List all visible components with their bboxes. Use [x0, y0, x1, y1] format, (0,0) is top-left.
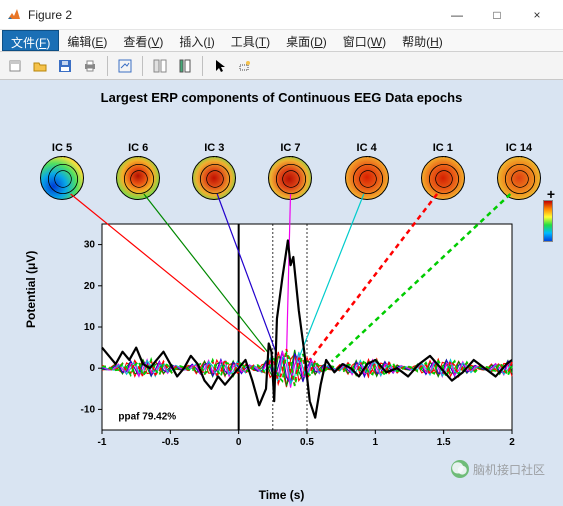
- svg-text:10: 10: [84, 322, 96, 333]
- svg-text:2: 2: [509, 437, 515, 448]
- watermark: 脑机接口社区: [451, 460, 545, 478]
- matlab-icon: [6, 7, 22, 23]
- ic-item: IC 1: [415, 142, 471, 200]
- svg-text:0: 0: [89, 363, 95, 374]
- svg-text:20: 20: [84, 281, 96, 292]
- ic-label: IC 5: [34, 142, 90, 154]
- svg-text:-1: -1: [98, 437, 107, 448]
- ic-label: IC 3: [186, 142, 242, 154]
- close-button[interactable]: ×: [517, 1, 557, 29]
- toolbar-separator: [107, 56, 108, 76]
- menu-item[interactable]: 工具(T): [223, 30, 278, 51]
- titlebar: Figure 2 — □ ×: [0, 0, 563, 30]
- plot-title: Largest ERP components of Continuous EEG…: [0, 80, 563, 105]
- wechat-icon: [451, 460, 469, 478]
- topomap: [116, 156, 160, 200]
- topomap: [421, 156, 465, 200]
- ic-label: IC 6: [110, 142, 166, 154]
- x-axis-label: Time (s): [0, 488, 563, 502]
- topomap: [268, 156, 312, 200]
- arrow-cursor-button[interactable]: [209, 55, 231, 77]
- svg-text:0.5: 0.5: [300, 437, 314, 448]
- menu-item[interactable]: 帮助(H): [394, 30, 451, 51]
- menu-item[interactable]: 查看(V): [115, 30, 171, 51]
- colorbar: [543, 200, 553, 242]
- erp-chart: -1 -0.5 0 0.5 1 1.5 2 -10 0 10 20 30 ppaf 79.42%: [70, 220, 516, 456]
- ic-item: IC 3: [186, 142, 242, 200]
- menu-item[interactable]: 编辑(E): [59, 30, 115, 51]
- window-title: Figure 2: [28, 8, 437, 22]
- topomap: [192, 156, 236, 200]
- menu-item[interactable]: 窗口(W): [335, 30, 394, 51]
- svg-text:30: 30: [84, 240, 96, 251]
- menu-item[interactable]: 桌面(D): [278, 30, 335, 51]
- topomap: [497, 156, 541, 200]
- svg-text:1: 1: [373, 437, 379, 448]
- ic-item: IC 5: [34, 142, 90, 200]
- topomap: [345, 156, 389, 200]
- ppaf-label: ppaf 79.42%: [118, 412, 176, 423]
- print-button[interactable]: [79, 55, 101, 77]
- brush-button[interactable]: [234, 55, 256, 77]
- watermark-text: 脑机接口社区: [473, 461, 545, 478]
- menu-item[interactable]: 插入(I): [171, 30, 222, 51]
- ic-label: IC 7: [262, 142, 318, 154]
- minimize-button[interactable]: —: [437, 1, 477, 29]
- topomap: [40, 156, 84, 200]
- maximize-button[interactable]: □: [477, 1, 517, 29]
- edit-plot-button[interactable]: [114, 55, 136, 77]
- save-button[interactable]: [54, 55, 76, 77]
- linked-axes-button[interactable]: [149, 55, 171, 77]
- ic-label: IC 4: [339, 142, 395, 154]
- ic-item: IC 14: [491, 142, 547, 200]
- ic-label: IC 14: [491, 142, 547, 154]
- figure-area: Largest ERP components of Continuous EEG…: [0, 80, 563, 506]
- ic-item: IC 7: [262, 142, 318, 200]
- y-axis-label: Potential (μV): [24, 251, 38, 328]
- insert-colorbar-button[interactable]: [174, 55, 196, 77]
- ic-item: IC 4: [339, 142, 395, 200]
- svg-text:0: 0: [236, 437, 242, 448]
- menubar: 文件(F)编辑(E)查看(V)插入(I)工具(T)桌面(D)窗口(W)帮助(H): [0, 30, 563, 52]
- open-button[interactable]: [29, 55, 51, 77]
- svg-text:-10: -10: [81, 404, 96, 415]
- toolbar-separator: [142, 56, 143, 76]
- toolbar: [0, 52, 563, 80]
- new-figure-button[interactable]: [4, 55, 26, 77]
- toolbar-separator: [202, 56, 203, 76]
- menu-item[interactable]: 文件(F): [2, 30, 59, 51]
- svg-text:1.5: 1.5: [437, 437, 451, 448]
- ic-label: IC 1: [415, 142, 471, 154]
- ic-item: IC 6: [110, 142, 166, 200]
- svg-text:-0.5: -0.5: [162, 437, 180, 448]
